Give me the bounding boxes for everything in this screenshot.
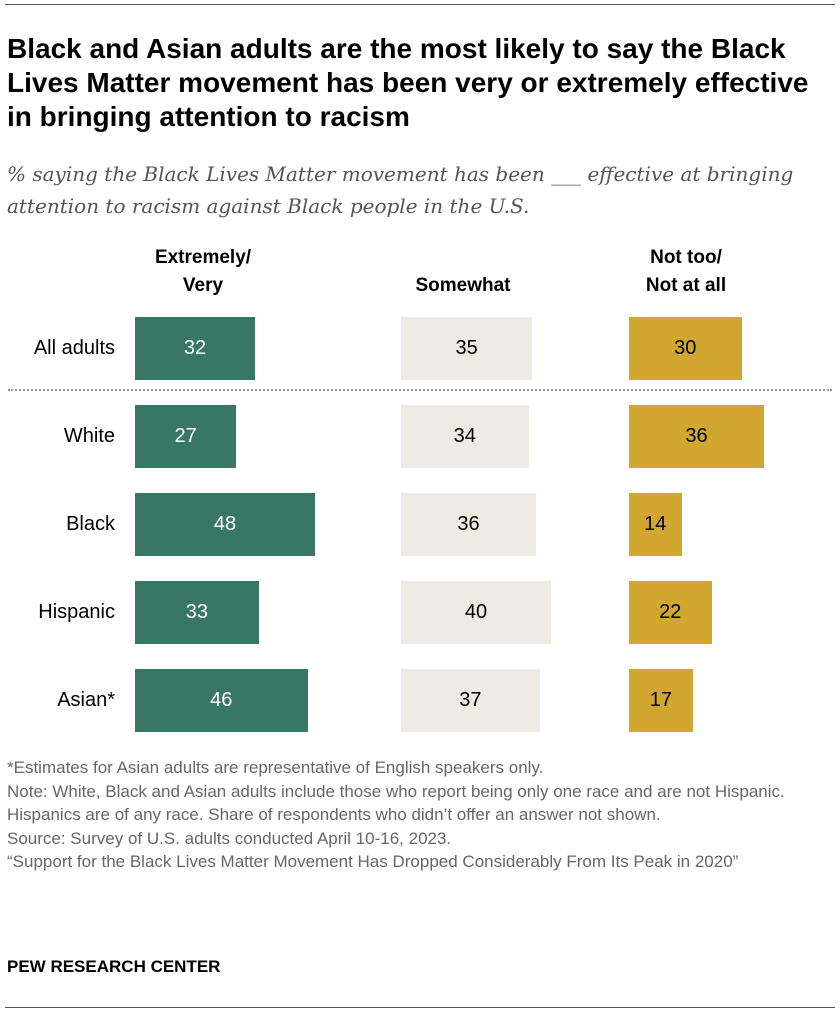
column-header: Extremely/Very — [154, 247, 252, 296]
bar: 35 — [401, 317, 533, 380]
data-label: 40 — [464, 601, 488, 623]
category-label: Asian* — [57, 689, 115, 711]
data-label: 30 — [674, 337, 697, 359]
data-label: 46 — [210, 689, 233, 711]
divider — [8, 389, 832, 391]
data-label: 33 — [185, 601, 208, 623]
bar: 33 — [135, 581, 259, 644]
data-label: 34 — [453, 425, 476, 447]
data-label: 36 — [685, 425, 708, 447]
data-label: 35 — [455, 337, 478, 359]
brand-logo: PEW RESEARCH CENTER — [7, 957, 221, 976]
category-label: All adults — [33, 337, 115, 359]
column-header: Not too/Not at all — [645, 247, 727, 296]
data-label: 32 — [183, 337, 207, 359]
data-label: 37 — [459, 689, 482, 711]
source: Source: Survey of U.S. adults conducted … — [7, 828, 452, 848]
bar: 32 — [135, 317, 255, 380]
top-rule — [5, 4, 835, 5]
category-label: White — [63, 425, 115, 447]
data-label: 48 — [213, 513, 237, 535]
column-header: Somewhat — [415, 275, 511, 296]
chart-subtitle: % saying the Black Lives Matter movement… — [7, 162, 794, 218]
bar: 36 — [629, 405, 764, 468]
bar: 37 — [401, 669, 540, 732]
note-text: Note: White, Black and Asian adults incl… — [7, 781, 785, 825]
bar: 34 — [401, 405, 529, 468]
notes: *Estimates for Asian adults are represen… — [7, 756, 835, 874]
bar: 14 — [629, 493, 682, 556]
data-label: 17 — [649, 689, 672, 711]
data-label: 36 — [457, 513, 480, 535]
bar: 17 — [629, 669, 693, 732]
category-label: Hispanic — [38, 601, 115, 623]
bar: 27 — [135, 405, 237, 468]
data-label: 27 — [174, 425, 197, 447]
bar: 36 — [401, 493, 536, 556]
bar: 22 — [629, 581, 712, 644]
bar: 46 — [135, 669, 308, 732]
category-label: Black — [66, 513, 115, 535]
data-label: 22 — [659, 601, 682, 623]
chart-title: Black and Asian adults are the most like… — [7, 33, 809, 132]
bottom-rule — [5, 1007, 835, 1008]
data-label: 14 — [644, 513, 667, 535]
bar: 48 — [135, 493, 315, 556]
note-asterisk: *Estimates for Asian adults are represen… — [7, 758, 544, 777]
bar: 30 — [629, 317, 742, 380]
report-title: “Support for the Black Lives Matter Move… — [7, 852, 739, 871]
bar: 40 — [401, 581, 551, 644]
